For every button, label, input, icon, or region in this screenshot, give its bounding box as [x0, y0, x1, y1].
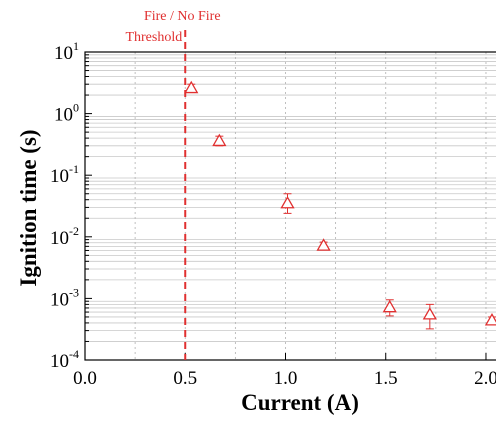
threshold-marker: Fire / No Fire Threshold [125, 9, 221, 360]
y-axis-title: Ignition time (s) [16, 129, 41, 286]
data-point [280, 193, 295, 214]
y-tick-label: 10-1 [50, 162, 79, 187]
data-point [484, 313, 496, 326]
x-tick-labels: 0.0 0.5 1.0 1.5 2.0 [73, 368, 496, 389]
y-tick-label: 100 [54, 101, 79, 126]
y-tick-label: 101 [54, 39, 79, 64]
threshold-label-line1: Fire / No Fire [144, 9, 221, 24]
x-tick-label: 2.0 [474, 368, 496, 389]
plot-frame [84, 51, 496, 361]
data-point [184, 80, 199, 94]
x-axis-title: Current (A) [241, 390, 359, 415]
grid-lines [85, 52, 496, 360]
data-point [316, 238, 331, 251]
triangle-marker [316, 238, 331, 251]
axis-ticks [84, 54, 487, 361]
triangle-marker [422, 307, 437, 320]
x-tick-label: 1.0 [274, 368, 298, 389]
y-tick-label: 10-2 [50, 224, 79, 249]
x-tick-label: 0.5 [173, 368, 197, 389]
data-point [422, 303, 437, 330]
x-tick-label: 1.5 [374, 368, 398, 389]
y-tick-labels: 101 100 10-1 10-2 10-3 10-4 [50, 39, 79, 372]
y-tick-label: 10-4 [50, 347, 79, 372]
data-points [184, 80, 496, 330]
triangle-marker [184, 80, 199, 94]
x-tick-label: 0.0 [73, 368, 97, 389]
triangle-marker [280, 195, 295, 209]
triangle-marker [484, 313, 496, 326]
data-point [212, 133, 227, 147]
triangle-marker [382, 299, 397, 313]
triangle-marker [212, 133, 227, 147]
data-point [382, 299, 397, 317]
y-tick-label: 10-3 [50, 285, 79, 310]
threshold-label-line2: Threshold [125, 30, 182, 45]
